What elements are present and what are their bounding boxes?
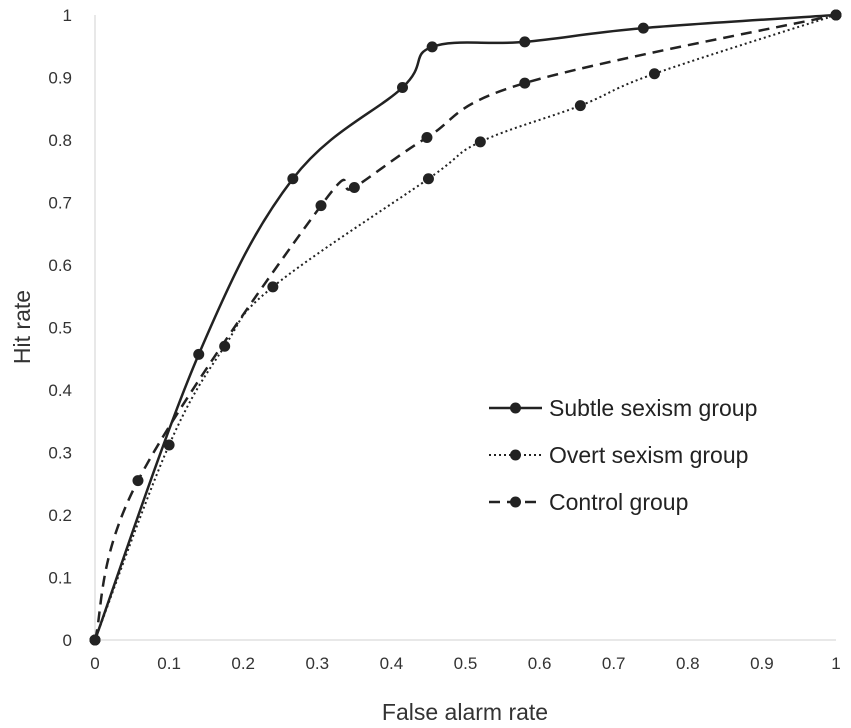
data-point-subtle-sexism-group <box>426 41 438 53</box>
y-tick-label: 0.7 <box>48 194 72 213</box>
data-point-control-group <box>830 9 842 21</box>
x-tick-label: 1 <box>831 654 840 673</box>
x-tick-label: 0.7 <box>602 654 626 673</box>
x-tick-label: 0.5 <box>454 654 478 673</box>
x-tick-label: 0.1 <box>157 654 181 673</box>
data-point-subtle-sexism-group <box>519 36 531 48</box>
y-tick-label: 0.5 <box>48 319 72 338</box>
y-tick-label: 1 <box>63 6 72 25</box>
y-tick-label: 0.3 <box>48 444 72 463</box>
legend-marker-control-group <box>510 496 521 508</box>
data-point-overt-sexism-group <box>474 136 486 148</box>
y-axis-ticks: 0 0.1 0.2 0.3 0.4 0.5 0.6 0.7 0.8 0.9 1 <box>48 6 72 650</box>
data-point-overt-sexism-group <box>267 281 279 293</box>
data-point-overt-sexism-group <box>422 173 434 185</box>
data-point-control-group <box>519 77 531 89</box>
data-point-control-group <box>89 634 101 646</box>
series-line-control-group <box>93 13 837 641</box>
data-point-overt-sexism-group <box>648 68 660 80</box>
y-tick-label: 0.8 <box>48 131 72 150</box>
y-axis-title: Hit rate <box>9 290 35 364</box>
x-tick-label: 0 <box>90 654 99 673</box>
data-point-subtle-sexism-group <box>637 22 649 34</box>
x-tick-label: 0.8 <box>676 654 700 673</box>
y-tick-label: 0.2 <box>48 506 72 525</box>
y-tick-label: 0.6 <box>48 256 72 275</box>
x-tick-label: 0.3 <box>305 654 329 673</box>
data-point-overt-sexism-group <box>163 439 175 451</box>
x-tick-label: 0.6 <box>528 654 552 673</box>
data-point-subtle-sexism-group <box>397 82 409 93</box>
y-tick-label: 0 <box>63 631 72 650</box>
y-tick-label: 0.9 <box>48 69 72 88</box>
data-point-subtle-sexism-group <box>287 173 299 185</box>
x-tick-label: 0.4 <box>380 654 404 673</box>
data-point-control-group <box>315 200 327 212</box>
legend-marker-overt-sexism-group <box>510 449 521 461</box>
data-point-overt-sexism-group <box>574 100 586 112</box>
y-tick-label: 0.4 <box>48 381 72 400</box>
legend-label-control-group: Control group <box>549 489 688 515</box>
legend-label-subtle-sexism-group: Subtle sexism group <box>549 395 757 421</box>
x-axis-title: False alarm rate <box>382 699 548 725</box>
data-point-control-group <box>132 475 144 487</box>
legend: Subtle sexism group Overt sexism group Con… <box>489 395 757 515</box>
x-tick-label: 0.9 <box>750 654 774 673</box>
data-point-control-group <box>348 182 360 193</box>
series-layer <box>89 9 842 646</box>
y-tick-label: 0.1 <box>48 569 72 588</box>
series-line-overt-sexism-group <box>94 14 837 641</box>
x-tick-label: 0.2 <box>231 654 255 673</box>
legend-label-overt-sexism-group: Overt sexism group <box>549 442 748 468</box>
data-point-control-group <box>421 132 433 143</box>
data-point-subtle-sexism-group <box>193 348 205 360</box>
legend-marker-subtle-sexism-group <box>510 402 521 414</box>
x-axis-ticks: 0 0.1 0.2 0.3 0.4 0.5 0.6 0.7 0.8 0.9 1 <box>90 654 840 673</box>
